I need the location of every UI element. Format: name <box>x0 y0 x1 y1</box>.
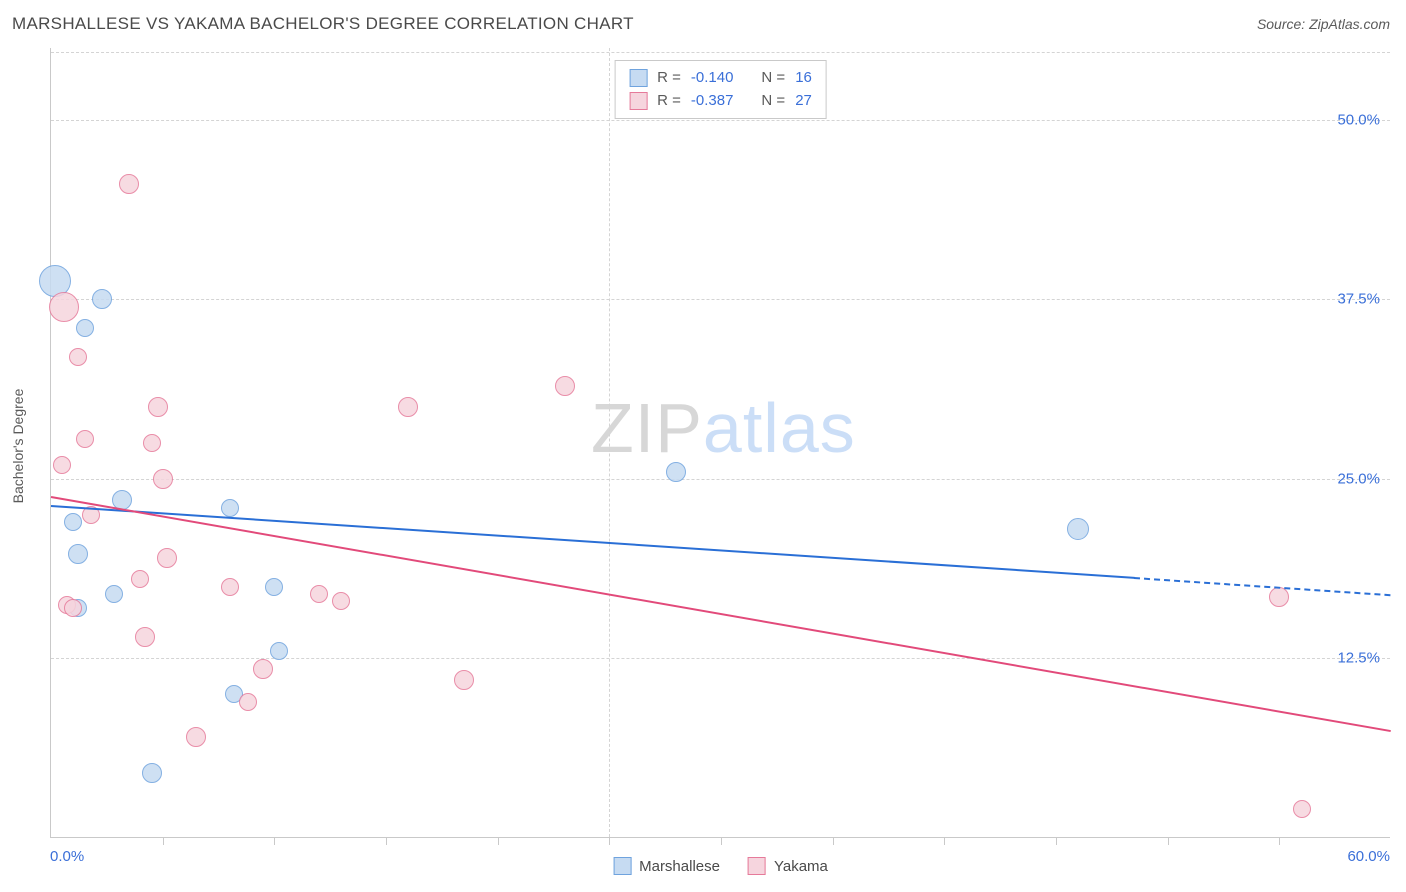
data-point <box>239 693 257 711</box>
data-point <box>332 592 350 610</box>
data-point <box>270 642 288 660</box>
data-point <box>64 513 82 531</box>
chart-plot-area: ZIPatlas R = -0.140 N = 16 R = -0.387 N … <box>50 48 1390 838</box>
gridline-h <box>51 658 1390 659</box>
data-point <box>666 462 686 482</box>
gridline-h <box>51 52 1390 53</box>
x-axis-max-label: 60.0% <box>1347 848 1390 865</box>
x-tick-mark <box>721 837 722 845</box>
legend-item-yakama: Yakama <box>748 857 828 875</box>
stats-r-value: -0.140 <box>691 67 734 90</box>
data-point <box>69 348 87 366</box>
data-point <box>1067 518 1089 540</box>
y-tick-label: 25.0% <box>1337 470 1380 487</box>
legend: Marshallese Yakama <box>613 857 828 875</box>
data-point <box>265 578 283 596</box>
data-point <box>119 174 139 194</box>
data-point <box>131 570 149 588</box>
trend-line-dashed <box>1134 577 1391 596</box>
trend-line <box>51 505 1134 579</box>
x-tick-mark <box>274 837 275 845</box>
data-point <box>142 763 162 783</box>
page-title: MARSHALLESE VS YAKAMA BACHELOR'S DEGREE … <box>12 14 634 34</box>
stats-n-label: N = <box>761 90 785 113</box>
data-point <box>221 578 239 596</box>
gridline-v <box>609 48 610 837</box>
data-point <box>221 499 239 517</box>
y-tick-label: 12.5% <box>1337 650 1380 667</box>
watermark-zip: ZIP <box>591 389 703 467</box>
data-point <box>1293 800 1311 818</box>
y-tick-label: 50.0% <box>1337 111 1380 128</box>
stats-row: R = -0.387 N = 27 <box>629 90 812 113</box>
stats-row: R = -0.140 N = 16 <box>629 67 812 90</box>
data-point <box>143 434 161 452</box>
gridline-h <box>51 120 1390 121</box>
data-point <box>76 319 94 337</box>
stats-n-value: 27 <box>795 90 812 113</box>
legend-item-marshallese: Marshallese <box>613 857 720 875</box>
x-tick-mark <box>1056 837 1057 845</box>
x-tick-mark <box>1168 837 1169 845</box>
stats-swatch-yakama <box>629 92 647 110</box>
source-text: Source: ZipAtlas.com <box>1257 16 1390 32</box>
data-point <box>53 456 71 474</box>
data-point <box>92 289 112 309</box>
x-tick-mark <box>163 837 164 845</box>
stats-swatch-marshallese <box>629 69 647 87</box>
data-point <box>555 376 575 396</box>
x-tick-mark <box>609 837 610 845</box>
data-point <box>64 599 82 617</box>
data-point <box>186 727 206 747</box>
stats-r-label: R = <box>657 67 681 90</box>
stats-r-label: R = <box>657 90 681 113</box>
data-point <box>76 430 94 448</box>
data-point <box>148 397 168 417</box>
y-axis-label: Bachelor's Degree <box>10 389 26 504</box>
data-point <box>310 585 328 603</box>
data-point <box>454 670 474 690</box>
y-tick-label: 37.5% <box>1337 291 1380 308</box>
stats-r-value: -0.387 <box>691 90 734 113</box>
data-point <box>105 585 123 603</box>
data-point <box>49 292 79 322</box>
stats-n-value: 16 <box>795 67 812 90</box>
watermark-atlas: atlas <box>703 389 856 467</box>
gridline-h <box>51 479 1390 480</box>
legend-swatch <box>748 857 766 875</box>
legend-swatch <box>613 857 631 875</box>
stats-box: R = -0.140 N = 16 R = -0.387 N = 27 <box>614 60 827 119</box>
legend-label: Yakama <box>774 858 828 875</box>
stats-n-label: N = <box>761 67 785 90</box>
data-point <box>1269 587 1289 607</box>
watermark: ZIPatlas <box>591 388 856 468</box>
gridline-h <box>51 299 1390 300</box>
data-point <box>398 397 418 417</box>
data-point <box>153 469 173 489</box>
x-tick-mark <box>498 837 499 845</box>
x-tick-mark <box>1279 837 1280 845</box>
data-point <box>253 659 273 679</box>
x-tick-mark <box>833 837 834 845</box>
data-point <box>157 548 177 568</box>
x-tick-mark <box>386 837 387 845</box>
data-point <box>135 627 155 647</box>
data-point <box>68 544 88 564</box>
x-tick-mark <box>944 837 945 845</box>
legend-label: Marshallese <box>639 858 720 875</box>
x-axis-min-label: 0.0% <box>50 848 84 865</box>
